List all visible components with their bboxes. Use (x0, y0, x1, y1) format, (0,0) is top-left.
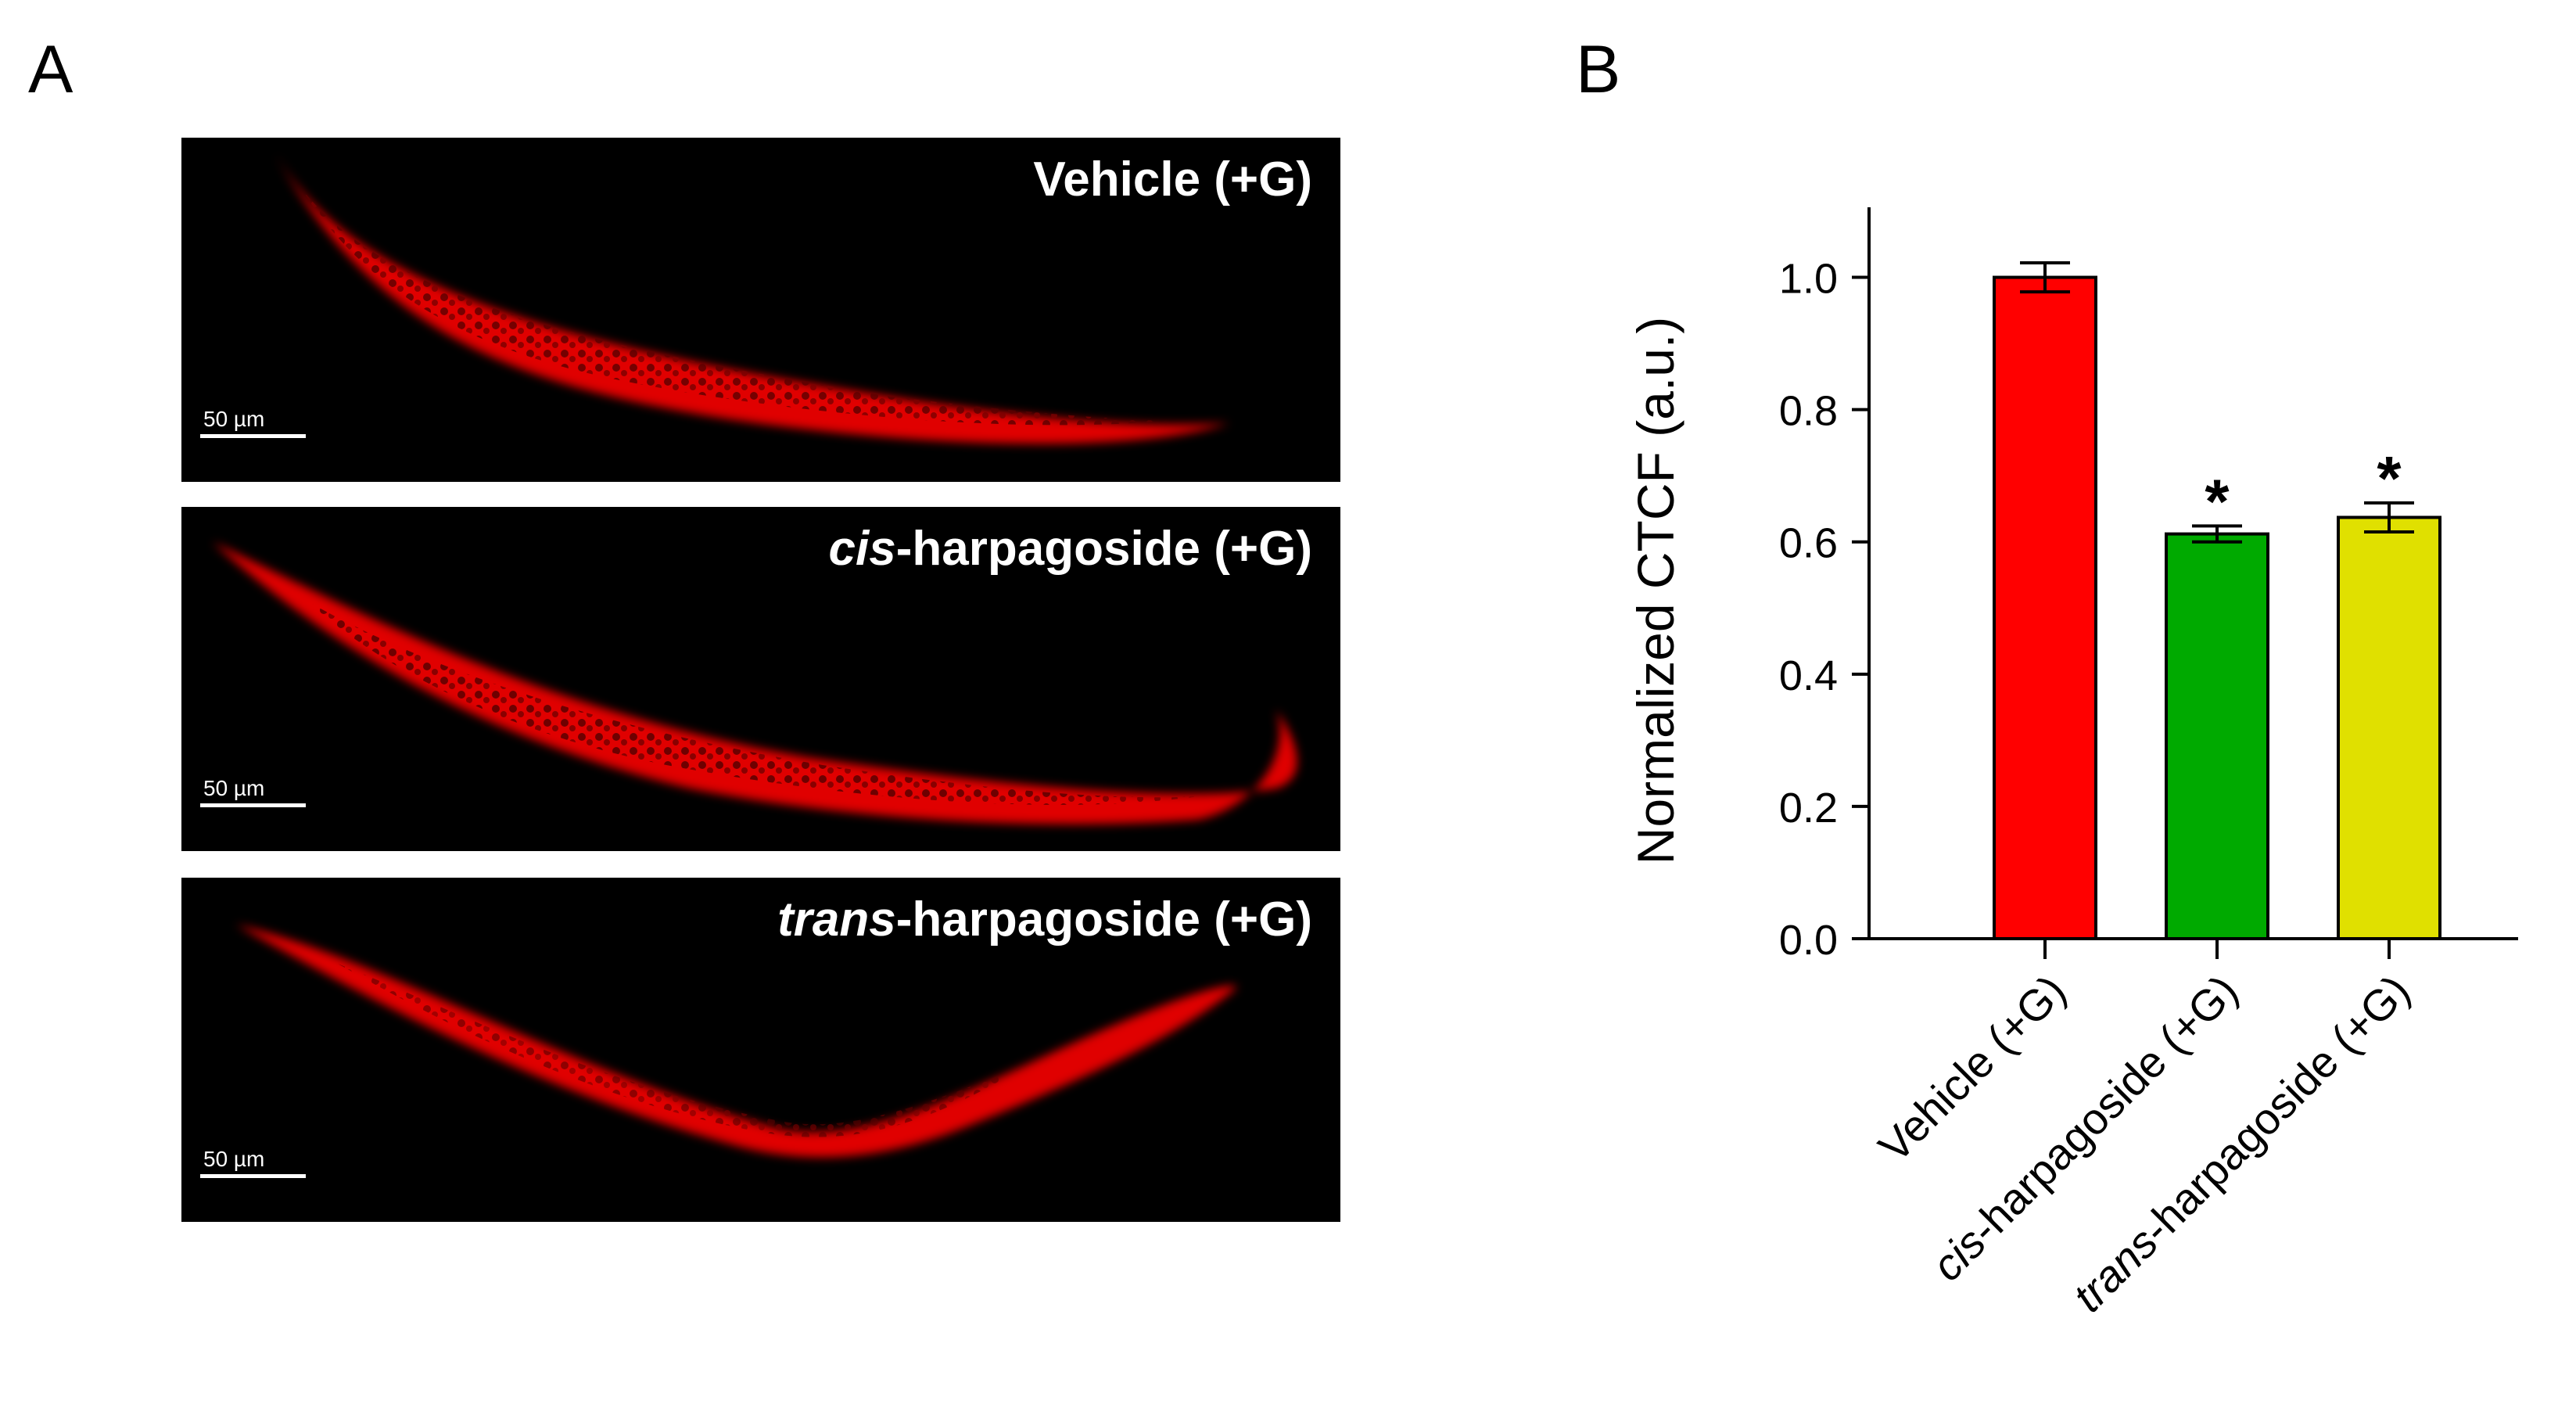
bar-chart: 0.0 0.2 0.4 0.6 0.8 1.0 Normalized CTCF (a.u.)… (1627, 207, 2518, 1321)
y-tick-label: 1.0 (1779, 256, 1838, 303)
x-tick-label: trans-harpagoside (+G) (2063, 965, 2419, 1321)
scale-bar (200, 434, 306, 438)
bar (2165, 532, 2269, 940)
y-tick-label: 0.0 (1779, 917, 1838, 964)
micrograph-label: Vehicle (+G) (1033, 153, 1312, 207)
scale-bar (200, 1174, 306, 1178)
y-tick-label: 0.4 (1779, 652, 1838, 699)
y-axis-label: Normalized CTCF (a.u.) (1627, 317, 1684, 864)
scale-bar-label: 50 µm (203, 776, 265, 800)
bar (1993, 275, 2097, 940)
y-tick-label: 0.2 (1779, 785, 1838, 832)
scale-bar-label: 50 µm (203, 1147, 265, 1171)
x-tick-label: cis-harpagoside (+G) (1922, 965, 2247, 1290)
worm-image (275, 153, 1229, 444)
scale-bar-label: 50 µm (203, 407, 265, 431)
significance-marker: * (2205, 466, 2230, 536)
micrograph-vehicle: Vehicle (+G) 50 µm (181, 138, 1340, 482)
micrograph-label: trans-harpagoside (+G) (777, 893, 1312, 947)
scale-bar (200, 803, 306, 807)
bar (2337, 515, 2441, 941)
y-tick-label: 0.8 (1779, 388, 1838, 435)
micrograph-label: cis-harpagoside (+G) (828, 522, 1312, 576)
panel-b-letter: B (1576, 32, 1621, 107)
worm-image (236, 925, 1237, 1158)
micrograph-trans: trans-harpagoside (+G) 50 µm (181, 878, 1340, 1222)
y-tick-label: 0.6 (1779, 520, 1838, 567)
panel-a-letter: A (28, 32, 74, 107)
worm-image (213, 542, 1297, 824)
micrograph-cis: cis-harpagoside (+G) 50 µm (181, 507, 1340, 851)
significance-marker: * (2377, 444, 2402, 513)
